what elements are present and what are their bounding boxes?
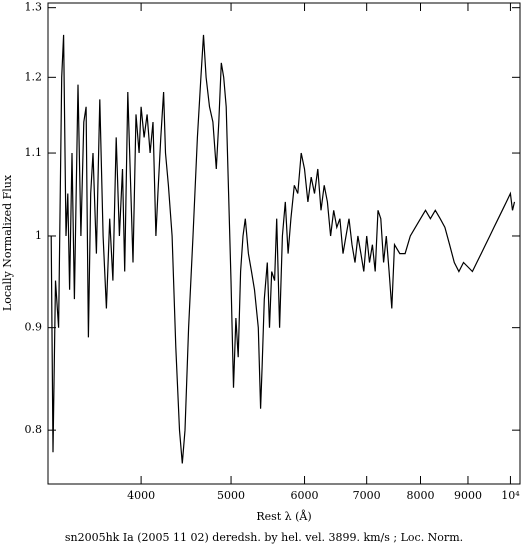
y-tick-label: 1.1: [25, 146, 43, 159]
x-tick-label: 6000: [291, 489, 319, 502]
x-tick-label: 9000: [454, 489, 482, 502]
x-axis-label: Rest λ (Å): [256, 509, 311, 523]
x-tick-label: 4000: [127, 489, 155, 502]
caption: sn2005hk Ia (2005 11 02) deredsh. by hel…: [65, 531, 463, 544]
x-tick-label: 10⁴: [501, 489, 520, 502]
y-tick-label: 0.9: [25, 321, 43, 334]
y-tick-label: 1.2: [25, 70, 43, 83]
spectrum-line: [50, 34, 516, 464]
plot-frame: [47, 2, 521, 485]
x-tick-label: 7000: [353, 489, 381, 502]
y-tick-label: 1.3: [25, 1, 43, 14]
x-tick-label: 8000: [406, 489, 434, 502]
x-tick-label: 5000: [217, 489, 245, 502]
y-axis-label: Locally Normalized Flux: [1, 174, 14, 311]
y-tick-label: 0.8: [25, 423, 43, 436]
y-tick-label: 1: [35, 229, 42, 242]
